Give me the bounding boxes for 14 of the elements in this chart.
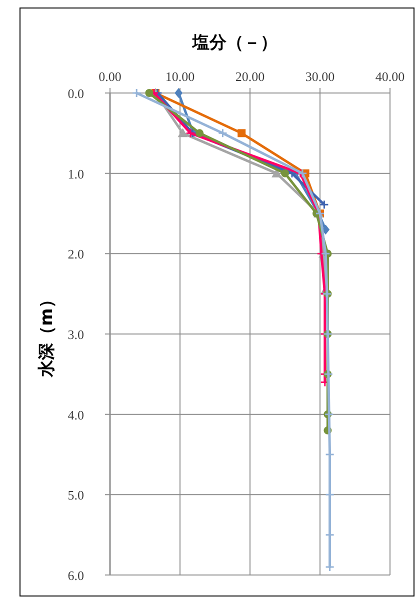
y-tick-label: 4.0 <box>68 407 84 422</box>
x-tick-label: 10.00 <box>165 69 195 84</box>
y-axis-title: 水深（m） <box>37 291 57 378</box>
x-tick-label: 20.00 <box>235 69 265 84</box>
y-tick-label: 6.0 <box>68 568 84 583</box>
x-tick-label: 0.00 <box>98 69 122 84</box>
y-tick-label: 3.0 <box>68 327 84 342</box>
y-tick-label: 0.0 <box>68 86 84 101</box>
y-tick-label: 5.0 <box>68 488 84 503</box>
y-tick-label: 1.0 <box>68 166 84 182</box>
chart-title: 塩分（－） <box>192 33 278 53</box>
y-tick-label: 2.0 <box>68 246 84 262</box>
x-tick-label: 30.00 <box>305 69 335 84</box>
x-tick-label: 40.00 <box>375 69 405 84</box>
